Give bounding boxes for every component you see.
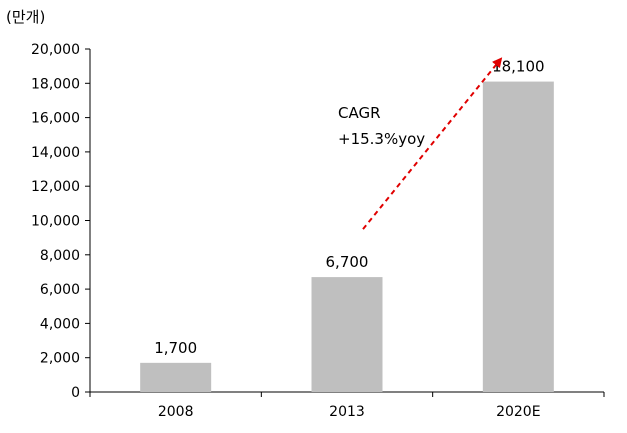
y-tick-label: 4,000 xyxy=(40,316,80,332)
y-tick-label: 2,000 xyxy=(40,351,80,367)
data-labels: 1,700 6,700 18,100 xyxy=(154,58,544,357)
y-tick-label: 14,000 xyxy=(31,145,80,161)
y-tick-label: 12,000 xyxy=(31,179,80,195)
cagr-annotation: CAGR +15.3%yoy xyxy=(338,57,503,230)
y-tick-label: 18,000 xyxy=(31,76,80,92)
y-tick-label: 8,000 xyxy=(40,248,80,264)
y-tick-label: 10,000 xyxy=(31,214,80,230)
x-tick-label: 2008 xyxy=(158,404,194,420)
y-tick-label: 6,000 xyxy=(40,282,80,298)
data-label: 18,100 xyxy=(492,58,545,76)
cagr-label: CAGR xyxy=(338,104,381,122)
y-axis: 0 2,000 4,000 6,000 8,000 10,000 12,000 14,000 1… xyxy=(31,42,91,401)
unit-label: (만개) xyxy=(6,8,45,26)
bar-2008 xyxy=(140,362,212,392)
y-tick-label: 20,000 xyxy=(31,42,80,58)
data-label: 6,700 xyxy=(326,253,369,271)
bar-2013 xyxy=(311,277,383,392)
data-label: 1,700 xyxy=(154,339,197,357)
x-tick-label: 2013 xyxy=(329,404,365,420)
x-tick-label: 2020E xyxy=(496,404,540,420)
x-axis: 2008 2013 2020E xyxy=(89,391,605,420)
cagr-arrow xyxy=(362,57,503,230)
bars xyxy=(140,81,554,393)
y-tick-label: 0 xyxy=(71,385,80,401)
y-tick-label: 16,000 xyxy=(31,111,80,127)
bar-2020E xyxy=(482,81,554,393)
cagr-rate-label: +15.3%yoy xyxy=(338,130,425,148)
